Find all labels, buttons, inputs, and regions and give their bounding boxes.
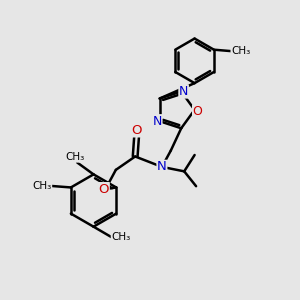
Text: O: O xyxy=(193,105,202,118)
Text: N: N xyxy=(157,160,167,173)
Text: CH₃: CH₃ xyxy=(231,46,250,56)
Text: CH₃: CH₃ xyxy=(65,152,85,162)
Text: CH₃: CH₃ xyxy=(111,232,130,242)
Text: N: N xyxy=(179,85,188,98)
Text: O: O xyxy=(99,183,109,196)
Text: N: N xyxy=(153,115,162,128)
Text: O: O xyxy=(131,124,142,137)
Text: CH₃: CH₃ xyxy=(32,181,52,191)
